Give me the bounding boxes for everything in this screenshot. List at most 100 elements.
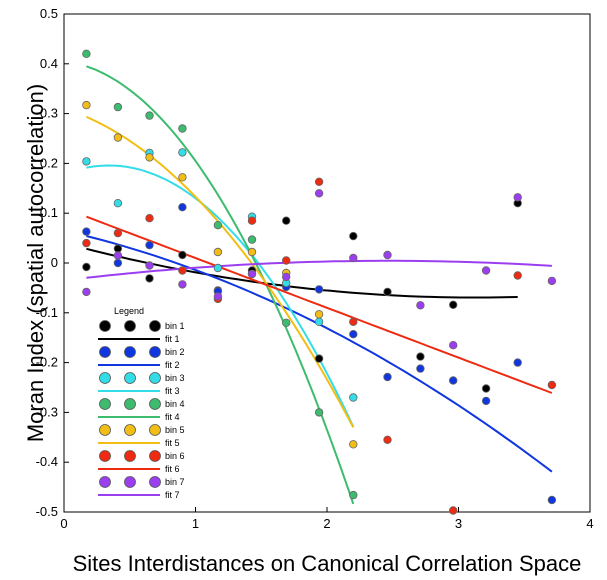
data-point bbox=[282, 273, 290, 281]
data-point bbox=[315, 178, 323, 186]
y-tick-label: -0.4 bbox=[36, 454, 58, 469]
data-point bbox=[350, 254, 358, 262]
legend-fit-label: fit 5 bbox=[165, 438, 180, 448]
x-tick-label: 2 bbox=[323, 516, 330, 531]
legend-marker bbox=[125, 451, 136, 462]
legend-fit-label: fit 4 bbox=[165, 412, 180, 422]
legend-marker bbox=[100, 425, 111, 436]
data-point bbox=[248, 248, 256, 256]
legend-fit-label: fit 2 bbox=[165, 360, 180, 370]
legend-marker bbox=[100, 321, 111, 332]
y-tick-label: 0 bbox=[51, 255, 58, 270]
data-point bbox=[214, 221, 222, 229]
legend-marker bbox=[125, 347, 136, 358]
x-tick-label: 4 bbox=[586, 516, 593, 531]
data-point bbox=[384, 373, 392, 381]
legend-bin-label: bin 2 bbox=[165, 347, 185, 357]
data-point bbox=[114, 134, 122, 142]
data-point bbox=[315, 190, 323, 198]
legend-marker bbox=[150, 477, 161, 488]
data-point bbox=[83, 263, 91, 271]
data-point bbox=[449, 301, 457, 309]
data-point bbox=[384, 251, 392, 259]
data-point bbox=[248, 217, 256, 225]
data-point bbox=[179, 149, 187, 157]
y-tick-label: 0.5 bbox=[40, 6, 58, 21]
legend-fit-label: fit 1 bbox=[165, 334, 180, 344]
x-tick-label: 3 bbox=[455, 516, 462, 531]
data-point bbox=[350, 318, 358, 326]
data-point bbox=[179, 251, 187, 259]
data-point bbox=[417, 353, 425, 361]
legend-marker bbox=[125, 399, 136, 410]
legend-marker bbox=[150, 373, 161, 384]
x-tick-label: 0 bbox=[60, 516, 67, 531]
data-point bbox=[315, 318, 323, 326]
data-point bbox=[83, 239, 91, 247]
x-axis-title: Sites Interdistances on Canonical Correl… bbox=[73, 551, 582, 576]
data-point bbox=[179, 267, 187, 275]
data-point bbox=[548, 277, 556, 285]
data-point bbox=[449, 377, 457, 385]
data-point bbox=[350, 232, 358, 240]
legend-bin-label: bin 1 bbox=[165, 321, 185, 331]
legend-fit-label: fit 6 bbox=[165, 464, 180, 474]
data-point bbox=[114, 245, 122, 253]
data-point bbox=[114, 252, 122, 260]
data-point bbox=[83, 228, 91, 236]
data-point bbox=[315, 311, 323, 319]
data-point bbox=[146, 262, 154, 270]
legend-marker bbox=[150, 347, 161, 358]
y-tick-label: -0.5 bbox=[36, 504, 58, 519]
legend-fit-label: fit 7 bbox=[165, 490, 180, 500]
data-point bbox=[482, 397, 490, 405]
data-point bbox=[514, 272, 522, 280]
data-point bbox=[114, 259, 122, 267]
data-point bbox=[114, 103, 122, 111]
data-point bbox=[315, 409, 323, 417]
legend-marker bbox=[150, 425, 161, 436]
data-point bbox=[179, 203, 187, 211]
legend-marker bbox=[125, 321, 136, 332]
data-point bbox=[315, 286, 323, 294]
legend-bin-label: bin 6 bbox=[165, 451, 185, 461]
data-point bbox=[514, 194, 522, 202]
data-point bbox=[282, 257, 290, 265]
legend-marker bbox=[100, 451, 111, 462]
data-point bbox=[179, 281, 187, 289]
legend-title: Legend bbox=[114, 306, 144, 316]
x-tick-label: 1 bbox=[192, 516, 199, 531]
legend-bin-label: bin 7 bbox=[165, 477, 185, 487]
data-point bbox=[417, 365, 425, 373]
y-tick-label: 0.4 bbox=[40, 56, 58, 71]
data-point bbox=[548, 381, 556, 389]
legend-marker bbox=[150, 399, 161, 410]
data-point bbox=[146, 241, 154, 249]
y-axis-title: Moran Index (spatial autocorrelation) bbox=[23, 84, 48, 442]
data-point bbox=[350, 394, 358, 402]
data-point bbox=[548, 496, 556, 504]
legend-marker bbox=[150, 321, 161, 332]
data-point bbox=[83, 288, 91, 296]
data-point bbox=[514, 359, 522, 367]
legend-marker bbox=[150, 451, 161, 462]
legend-fit-label: fit 3 bbox=[165, 386, 180, 396]
data-point bbox=[83, 50, 91, 58]
legend-bin-label: bin 5 bbox=[165, 425, 185, 435]
data-point bbox=[83, 158, 91, 166]
data-point bbox=[179, 174, 187, 182]
legend-marker bbox=[125, 373, 136, 384]
legend-marker bbox=[125, 477, 136, 488]
data-point bbox=[214, 248, 222, 256]
data-point bbox=[449, 507, 457, 515]
data-point bbox=[482, 385, 490, 393]
legend-marker bbox=[100, 373, 111, 384]
data-point bbox=[248, 270, 256, 278]
legend-bin-label: bin 4 bbox=[165, 399, 185, 409]
data-point bbox=[482, 267, 490, 275]
legend-marker bbox=[100, 347, 111, 358]
data-point bbox=[146, 112, 154, 120]
data-point bbox=[146, 154, 154, 162]
data-point bbox=[146, 214, 154, 222]
